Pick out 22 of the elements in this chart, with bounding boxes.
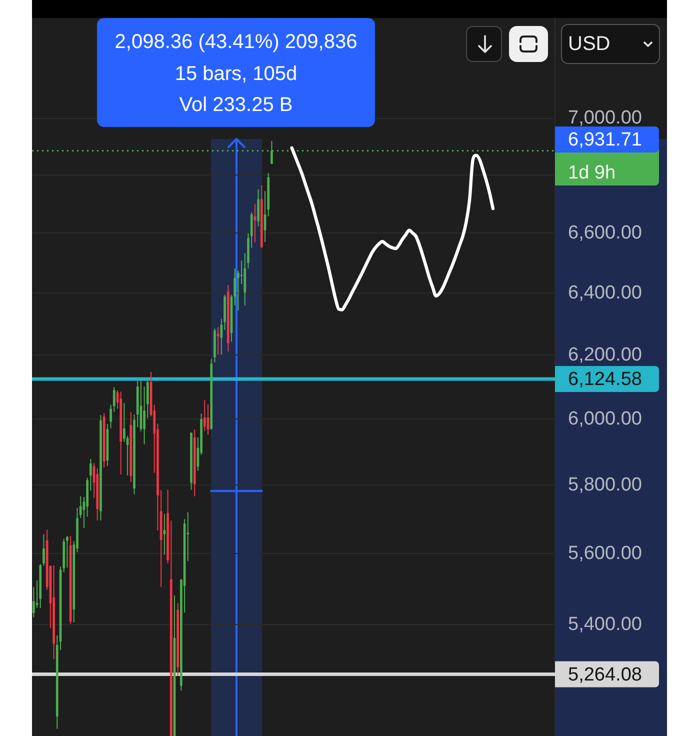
annotation: 15 bars, 105d xyxy=(174,62,298,86)
y-axis-title: USD xyxy=(568,33,610,55)
y-tick-label: 6,400.00 xyxy=(568,282,642,304)
text: 6,931.71 xyxy=(568,130,642,151)
y-tick-label: 5,600.00 xyxy=(568,542,642,564)
candlestick xyxy=(66,535,68,568)
y-tick-label: 7,000.00 xyxy=(568,108,642,129)
y-tick-label: 5,800.00 xyxy=(568,474,642,496)
dropdown: USD xyxy=(561,24,660,64)
y-tick-label: 6,000.00 xyxy=(568,408,642,430)
candlestick xyxy=(257,188,260,227)
annotation: 2,098.36 (43.41%) 209,836 xyxy=(114,30,358,54)
ref-line-label: 5,264.08 xyxy=(568,664,642,686)
annotation: Vol 233.25 B xyxy=(178,93,294,117)
ref-line-label: 1d 9h xyxy=(568,162,616,184)
y-tick-label: 5,400.00 xyxy=(568,614,642,635)
candlestick xyxy=(203,399,206,432)
y-tick-label: 6,600.00 xyxy=(568,222,642,244)
ref-line-label: 6,124.58 xyxy=(568,369,642,390)
tooltip-box: 2,098.36 (43.41%) 209,836 15 bars, 105d Vol 233.25 B xyxy=(97,18,375,127)
y-tick-label: 6,200.00 xyxy=(568,344,642,366)
line-series xyxy=(290,146,495,312)
